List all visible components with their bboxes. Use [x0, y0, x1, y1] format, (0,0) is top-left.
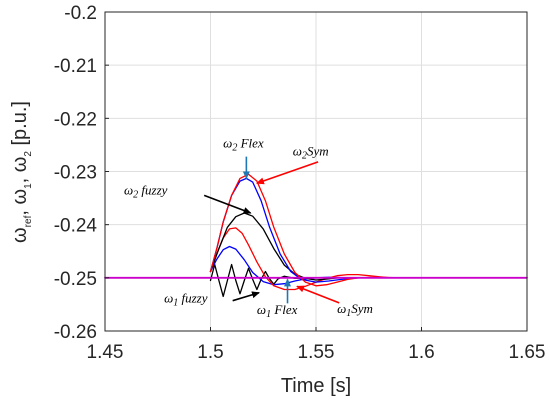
x-tick-label: 1.5	[197, 342, 223, 363]
w2-sym-label: ω2Sym	[293, 144, 329, 162]
w1-sym-label: ω1Sym	[337, 301, 373, 319]
series-line-w1_sym	[209, 227, 423, 291]
y-tick-label: -0.21	[54, 56, 97, 77]
y-tick-label: -0.22	[54, 109, 97, 130]
y-tick-label: -0.25	[54, 269, 97, 290]
x-tick-label: 1.6	[408, 342, 434, 363]
x-tick-label: 1.55	[298, 342, 335, 363]
ticks: 1.45 1.5 1.55 1.6 1.65 -0.2 -0.21 -0.22 -0.23 -0.…	[54, 3, 546, 363]
annotations: ω2 Flex ω2Sym ω2 fuzzy ω1 fuzzy ω1 Flex ω1Sym	[124, 136, 373, 320]
y-tick-label: -0.26	[54, 322, 97, 343]
w1-sym-arrow	[296, 285, 340, 304]
y-tick-label: -0.24	[54, 216, 98, 237]
w2-sym-arrow	[255, 161, 319, 185]
w2-fuzzy-label: ω2 fuzzy	[124, 182, 168, 200]
series-layer	[104, 173, 528, 298]
w2-fuzzy-arrow	[203, 194, 252, 214]
x-tick-label: 1.45	[87, 342, 124, 363]
y-axis-label: ωref, ω1, ω2 [p.u.]	[9, 101, 34, 243]
w1-flex-label: ω1 Flex	[257, 302, 298, 320]
y-tick-label: -0.2	[64, 3, 97, 24]
y-tick-label: -0.23	[54, 163, 97, 184]
x-tick-label: 1.65	[509, 342, 546, 363]
w1-fuzzy-label: ω1 fuzzy	[164, 290, 208, 308]
x-axis-label: Time [s]	[281, 375, 351, 397]
w1-fuzzy-arrow	[232, 291, 260, 302]
w2-flex-label: ω2 Flex	[223, 136, 264, 154]
